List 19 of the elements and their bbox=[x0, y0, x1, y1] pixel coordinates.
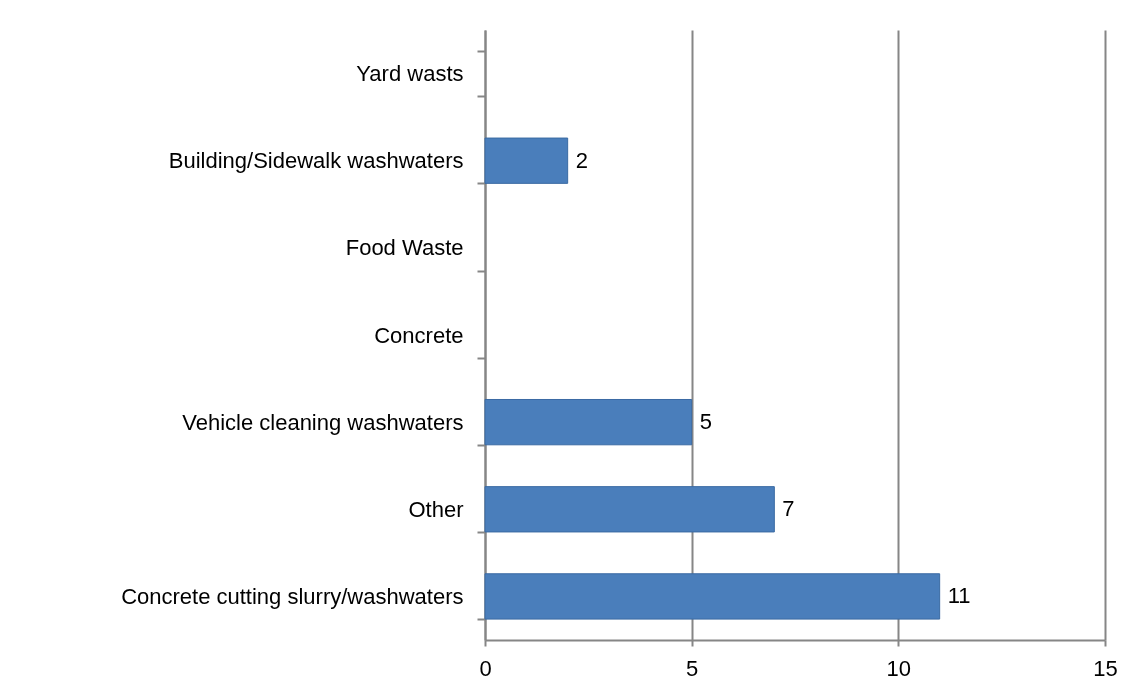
data-label: 11 bbox=[947, 583, 971, 609]
x-tick-label: 0 bbox=[479, 655, 492, 681]
y-tick-label: Yard wasts bbox=[356, 61, 464, 87]
y-tick-label: Vehicle cleaning washwaters bbox=[182, 409, 464, 435]
y-tick-label: Food Waste bbox=[345, 235, 464, 261]
data-label: 5 bbox=[699, 409, 712, 435]
y-tick-label: Concrete cutting slurry/washwaters bbox=[121, 583, 464, 609]
bar bbox=[484, 137, 569, 184]
bar bbox=[484, 486, 775, 533]
y-tick-label: Concrete bbox=[374, 322, 464, 348]
bar bbox=[484, 398, 693, 446]
x-tick-label: 5 bbox=[686, 655, 699, 681]
data-label: 7 bbox=[782, 496, 795, 522]
y-tick-label: Building/Sidewalk washwaters bbox=[168, 148, 464, 174]
x-tick-label: 10 bbox=[886, 655, 912, 681]
data-label: 2 bbox=[575, 147, 588, 173]
bar bbox=[484, 573, 941, 620]
x-tick-label: 15 bbox=[1093, 655, 1118, 681]
y-tick-label: Other bbox=[408, 496, 464, 522]
